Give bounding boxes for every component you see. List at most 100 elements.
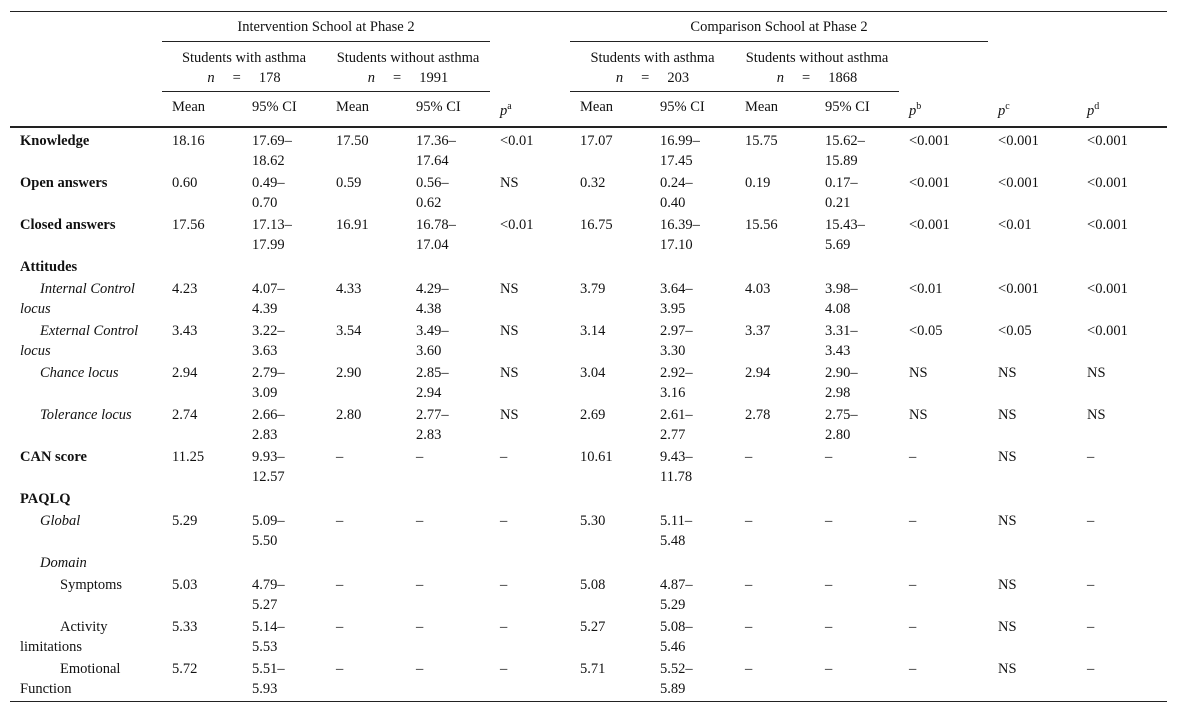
data-row: CAN score 11.25 9.93–12.57 – – – 10.61 9.43–11.… [10,445,1167,487]
data-cell: NS [998,661,1017,678]
row-label: Internal Control locus [20,281,135,318]
data-cell: 15.75 [745,133,778,150]
empty-cell [162,255,1167,277]
data-cell: – [500,513,508,530]
data-cell: 15.56 [745,217,778,234]
data-cell: <0.001 [909,175,950,192]
data-row: Attitudes [10,255,1167,277]
data-cell: – [336,449,344,466]
data-cell: 2.75–2.80 [825,407,858,444]
data-row: Closed answers 17.56 17.13–17.99 16.91 16.78… [10,213,1167,255]
data-cell: – [1087,661,1095,678]
data-cell: 0.56–0.62 [416,175,449,212]
row-label: Attitudes [20,259,78,276]
data-cell: 17.56 [172,217,205,234]
data-cell: 0.19 [745,175,771,192]
row-label: Open answers [20,175,108,192]
group-header: Intervention School at Phase 2 [162,11,490,42]
data-cell: <0.001 [998,281,1039,298]
results-table: Intervention School at Phase 2 Comparison… [10,11,1168,703]
row-label: Global [40,513,81,530]
data-cell: NS [500,175,519,192]
data-cell: NS [1087,365,1106,382]
data-cell: 4.79–5.27 [252,577,285,614]
data-cell: 4.33 [336,281,362,298]
data-cell: NS [909,365,928,382]
data-cell: 2.79–3.09 [252,365,285,402]
n-symbol: n [615,70,624,86]
column-header: pd [1077,91,1168,129]
data-cell: 3.04 [580,365,606,382]
data-cell: – [500,661,508,678]
data-cell: 5.03 [172,577,198,594]
data-cell: – [825,619,833,636]
data-cell: 5.11–5.48 [660,513,693,550]
data-cell: NS [1087,407,1106,424]
data-cell: NS [909,407,928,424]
data-cell: NS [998,407,1017,424]
data-cell: 2.74 [172,407,198,424]
data-row: Internal Control locus 4.23 4.07–4.39 4.33 4… [10,277,1167,319]
data-cell: 3.31–3.43 [825,323,858,360]
data-cell: – [336,577,344,594]
data-cell: 15.62–15.89 [825,133,865,170]
data-cell: 15.43–5.69 [825,217,865,254]
data-cell: 16.99–17.45 [660,133,700,170]
data-cell: – [336,513,344,530]
data-cell: <0.001 [1087,175,1128,192]
data-cell: 3.49–3.60 [416,323,449,360]
data-cell: 5.71 [580,661,606,678]
data-row: Open answers 0.60 0.49–0.70 0.59 0.56–0.62 NS… [10,171,1167,213]
data-cell: 0.32 [580,175,606,192]
data-cell: 2.77–2.83 [416,407,449,444]
column-header: 95% CI [815,91,899,129]
data-cell: 9.43–11.78 [660,449,693,486]
data-row: Activity limitations 5.33 5.14–5.53 – – – 5.27… [10,615,1167,657]
data-cell: 2.66–2.83 [252,407,285,444]
data-cell: – [745,619,753,636]
data-row: Symptoms 5.03 4.79–5.27 – – – 5.08 4.87–5.29 – – –… [10,573,1167,615]
data-cell: 0.60 [172,175,198,192]
group-row: Intervention School at Phase 2 Comparison… [10,11,1167,42]
data-cell: – [909,449,917,466]
data-cell: 3.22–3.63 [252,323,285,360]
data-cell: 3.64–3.95 [660,281,693,318]
data-cell: – [745,661,753,678]
subgroup-label: Students with asthma [181,50,307,66]
data-cell: 0.59 [336,175,362,192]
data-row: Knowledge 18.16 17.69–18.62 17.50 17.36–17.6… [10,127,1167,171]
data-cell: 16.78–17.04 [416,217,456,254]
data-cell: – [909,619,917,636]
column-header-row: Mean 95% CI Mean 95% CI pa Mean 95% CI Mean 95% … [10,91,1168,129]
subgroup-header: Students without asthma n = 1991 [326,42,490,92]
data-cell: 3.43 [172,323,198,340]
column-header: Mean [162,91,242,129]
empty-cell [162,551,1167,573]
data-row: Global 5.29 5.09–5.50 – – – 5.30 5.11–5.48 – – – NS… [10,509,1167,551]
n-value: 178 [258,70,281,86]
subgroup-row: Students with asthma n = 178 Students witho… [10,42,1167,92]
data-cell: 17.13–17.99 [252,217,292,254]
data-cell: 5.09–5.50 [252,513,285,550]
data-cell: – [416,577,424,594]
data-cell: 18.16 [172,133,205,150]
equals: = [802,70,811,86]
p-superscript: c [1005,100,1010,112]
equals: = [232,70,241,86]
data-cell: – [416,513,424,530]
data-cell: 11.25 [172,449,205,466]
column-header: Mean [326,91,406,129]
data-cell: – [416,619,424,636]
data-cell: – [745,577,753,594]
data-cell: 17.69–18.62 [252,133,292,170]
data-cell: 2.78 [745,407,771,424]
data-cell: 5.08 [580,577,606,594]
data-cell: 2.69 [580,407,606,424]
row-label: Knowledge [20,133,90,150]
table-body: Knowledge 18.16 17.69–18.62 17.50 17.36–17.6… [10,127,1167,702]
data-cell: <0.001 [1087,133,1128,150]
data-cell: <0.05 [909,323,943,340]
data-cell: <0.01 [500,133,534,150]
empty-cell [10,12,162,42]
equals: = [393,70,402,86]
